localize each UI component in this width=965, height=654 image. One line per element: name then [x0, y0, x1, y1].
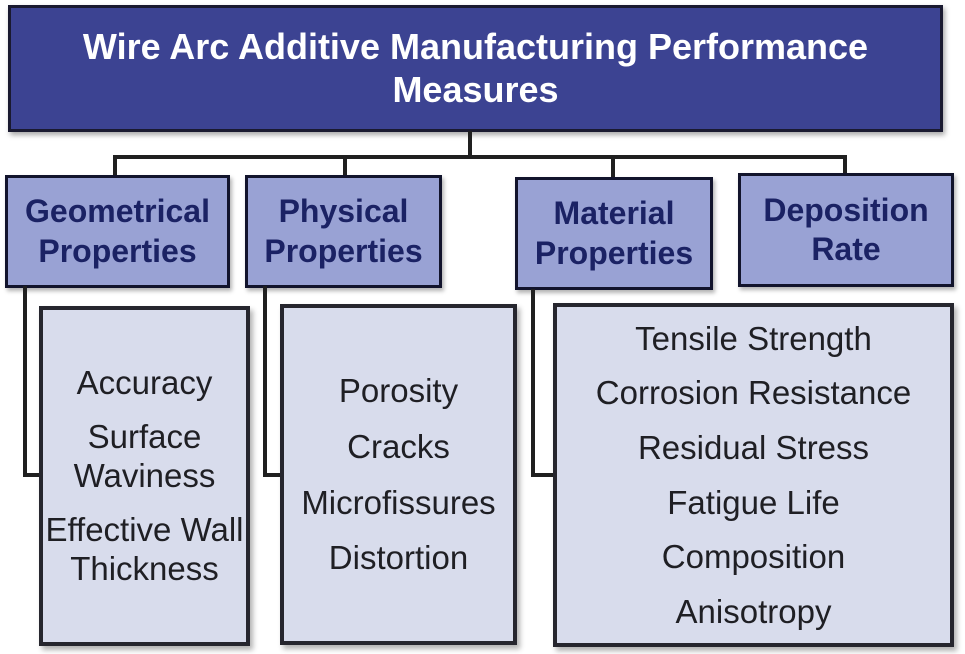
leaf-box-physical-items: Porosity Cracks Microfissures Distortion [280, 304, 517, 645]
category-node-physical-properties: Physical Properties [245, 175, 442, 288]
leaf-item: Cracks [347, 427, 450, 465]
connector-drop-geometrical [113, 155, 117, 177]
connector-rail [113, 155, 847, 159]
bracket-material-horizontal [531, 473, 555, 477]
leaf-box-material-items: Tensile Strength Corrosion Resistance Re… [553, 303, 954, 647]
leaf-item: Residual Stress [637, 428, 870, 466]
leaf-item: Effective Wall Thickness [45, 510, 244, 588]
leaf-item: Porosity [338, 372, 459, 410]
leaf-item: Fatigue Life [667, 483, 840, 521]
connector-drop-material [611, 155, 615, 179]
category-label: Physical Properties [264, 193, 423, 269]
bracket-geometrical-horizontal [23, 473, 41, 477]
diagram-title: Wire Arc Additive Manufacturing Performa… [82, 26, 869, 110]
leaf-item: Corrosion Resistance [595, 374, 912, 412]
category-node-deposition-rate: Deposition Rate [738, 173, 954, 287]
leaf-item: Composition [661, 538, 846, 576]
leaf-item: Anisotropy [675, 592, 832, 630]
category-label: Material Properties [534, 195, 694, 271]
connector-drop-deposition [843, 155, 847, 175]
leaf-item: Surface Waviness [73, 417, 216, 495]
connector-drop-physical [343, 155, 347, 177]
root-node-title: Wire Arc Additive Manufacturing Performa… [8, 5, 943, 132]
category-label: Geometrical Properties [25, 193, 210, 269]
category-node-geometrical-properties: Geometrical Properties [5, 175, 230, 288]
leaf-item: Tensile Strength [635, 319, 872, 357]
bracket-physical-vertical [263, 286, 267, 477]
leaf-item: Microfissures [301, 483, 496, 521]
category-node-material-properties: Material Properties [515, 177, 713, 290]
leaf-item: Accuracy [76, 364, 213, 402]
connector-root-stub [468, 131, 472, 157]
category-label: Deposition Rate [763, 191, 929, 267]
bracket-geometrical-vertical [23, 286, 27, 477]
leaf-box-geometrical-items: Accuracy Surface Waviness Effective Wall… [39, 306, 250, 646]
bracket-physical-horizontal [263, 473, 282, 477]
leaf-item: Distortion [328, 539, 469, 577]
bracket-material-vertical [531, 289, 535, 477]
